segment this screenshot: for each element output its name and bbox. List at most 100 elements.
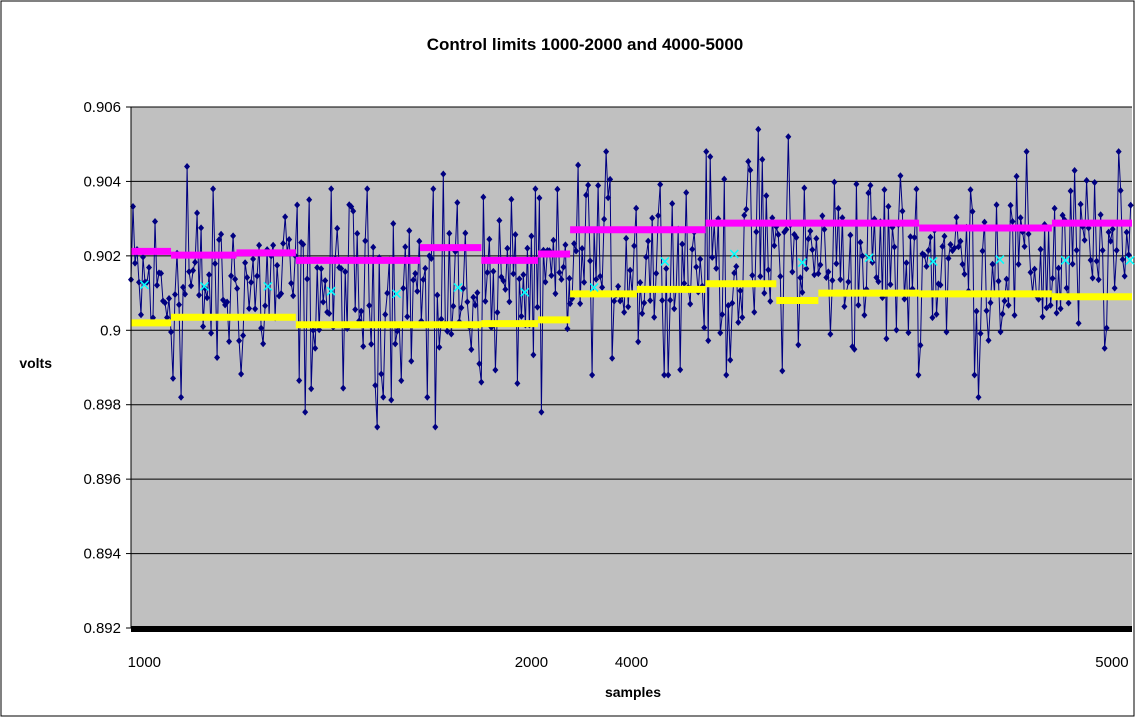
sample-point <box>803 265 810 273</box>
sample-point <box>763 192 770 200</box>
x-axis-label: samples <box>605 684 661 700</box>
sample-point <box>322 277 329 285</box>
sample-point <box>1037 245 1044 253</box>
sample-point <box>1107 237 1114 245</box>
sample-point <box>548 271 555 279</box>
sample-point <box>334 224 341 232</box>
sample-point <box>560 263 567 271</box>
sample-point <box>192 258 199 266</box>
sample-point <box>663 265 670 273</box>
sample-point <box>1103 324 1110 332</box>
sample-point <box>983 307 990 315</box>
sample-point <box>232 275 239 283</box>
sample-point <box>554 185 561 193</box>
sample-point <box>891 243 898 251</box>
sample-point <box>1077 200 1084 208</box>
sample-point <box>621 308 628 316</box>
y-tick-label: 0.894 <box>83 546 121 563</box>
sample-point <box>508 195 515 203</box>
sample-point <box>1113 246 1120 254</box>
sample-point <box>230 232 237 240</box>
sample-point <box>318 265 325 273</box>
sample-point <box>1065 299 1072 307</box>
sample-point <box>294 201 301 209</box>
sample-point <box>278 290 285 298</box>
sample-point <box>420 276 427 284</box>
sample-point <box>362 237 369 245</box>
sample-point <box>416 237 423 245</box>
sample-point <box>288 279 295 287</box>
sample-point <box>811 271 818 279</box>
sample-point <box>534 303 541 311</box>
sample-point <box>697 255 704 263</box>
sample-point <box>631 242 638 250</box>
sample-point <box>182 290 189 298</box>
sample-point <box>855 301 862 309</box>
sample-point <box>170 374 177 382</box>
sample-point <box>538 408 545 416</box>
plot-area <box>131 107 1132 628</box>
sample-point <box>659 296 666 304</box>
sample-point <box>536 194 543 202</box>
sample-point <box>915 371 922 379</box>
sample-point <box>923 262 930 270</box>
sample-point <box>995 277 1002 285</box>
sample-point <box>516 275 523 283</box>
sample-point <box>947 240 954 248</box>
sample-point <box>392 340 399 348</box>
x-tick-label: 5000 <box>1095 654 1128 671</box>
sample-point <box>945 254 952 262</box>
sample-point <box>977 330 984 338</box>
sample-point <box>885 202 892 210</box>
sample-point <box>605 194 612 202</box>
sample-point <box>989 260 996 268</box>
sample-point <box>943 328 950 336</box>
sample-point <box>428 255 435 263</box>
sample-point <box>825 268 832 276</box>
sample-point <box>859 252 866 260</box>
sample-point <box>875 278 882 286</box>
sample-point <box>132 259 139 267</box>
sample-point <box>154 281 161 289</box>
sample-point <box>727 356 734 364</box>
sample-point <box>637 279 644 287</box>
sample-point <box>653 269 660 277</box>
sample-point <box>1093 257 1100 265</box>
sample-point <box>504 244 511 252</box>
sample-point <box>140 253 147 261</box>
sample-point <box>1023 148 1030 156</box>
sample-point <box>929 314 936 322</box>
sample-point <box>1035 295 1042 303</box>
sample-point <box>382 310 389 318</box>
sample-point <box>955 243 962 251</box>
sample-point <box>815 270 822 278</box>
sample-point <box>785 133 792 141</box>
sample-point <box>254 272 261 280</box>
sample-point <box>897 172 904 180</box>
sample-point <box>657 180 664 188</box>
sample-point <box>579 245 586 253</box>
sample-point <box>476 360 483 368</box>
sample-point <box>176 301 183 309</box>
sample-point <box>528 232 535 240</box>
sample-point <box>819 212 826 220</box>
sample-point <box>733 262 740 270</box>
sample-point <box>1127 201 1134 209</box>
upper-control-limit-series <box>131 219 1132 264</box>
sample-point <box>827 330 834 338</box>
sample-point <box>550 236 557 244</box>
sample-point <box>647 296 654 304</box>
sample-point <box>308 385 315 393</box>
sample-point <box>829 276 836 284</box>
sample-point <box>731 269 738 277</box>
sample-point <box>981 218 988 226</box>
sample-point <box>1091 178 1098 186</box>
sample-point <box>444 327 451 335</box>
x-axis-ticks: 1000 2000 4000 5000 <box>128 654 1129 671</box>
sample-point <box>841 302 848 310</box>
sample-point <box>903 259 910 267</box>
sample-point <box>905 329 912 337</box>
sample-point <box>1017 214 1024 222</box>
sample-point <box>997 328 1004 336</box>
